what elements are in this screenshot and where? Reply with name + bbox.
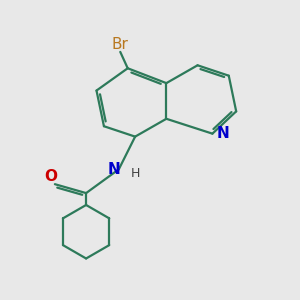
Text: H: H bbox=[131, 167, 140, 180]
Text: O: O bbox=[44, 169, 57, 184]
Text: N: N bbox=[108, 162, 121, 177]
Text: N: N bbox=[217, 126, 230, 141]
Text: Br: Br bbox=[112, 37, 129, 52]
